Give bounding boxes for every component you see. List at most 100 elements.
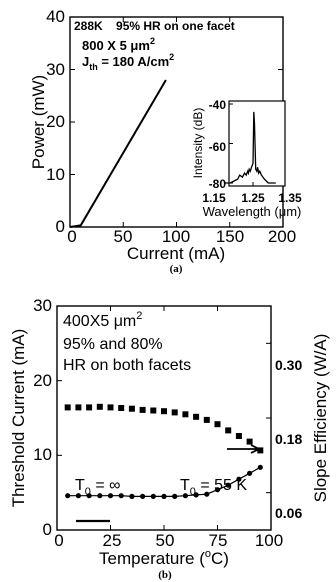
panel-b-slope-efficiency-point [214,421,221,428]
panel-a-inset-frame [228,100,286,187]
panel-b-slope-efficiency-point [64,404,71,411]
panel-b-size-sup: 2 [136,310,142,322]
panel-b-threshold-point [193,492,199,498]
panel-a-inset: -40 -60 -80 1.15 1.25 1.35 Wavelength (μ… [191,98,302,219]
panel-b-threshold-point [161,493,167,499]
panel-b-slope-efficiency-point [161,408,167,415]
panel-b-xtick-4: 100 [255,531,283,550]
panel-b-ticks [56,305,272,531]
panel-a-ytick-1: 10 [46,165,65,184]
panel-b-slope-efficiency-point [225,427,232,434]
panel-b-xtick-3: 75 [209,531,228,550]
panel-a-ytick-3: 30 [46,60,65,79]
panel-a-jth-annotation: Jth = 180 A/cm2 [82,52,174,72]
panel-a-jth-sub: th [89,62,98,72]
panel-b-ytick-2: 20 [33,371,52,390]
panel-b-y-axis-label: Threshold Current (mA) [9,329,28,508]
panel-b-threshold-point [107,493,114,499]
panel-b-t0-left-annotation: T0 = ∞ [75,477,121,498]
panel-a-header-annotation: 288K 95% HR on one facet [74,19,235,33]
panel-a-inset-ytick-1: -60 [209,140,227,154]
panel-b-size-annotation: 400X5 μm2 [63,310,142,330]
panel-b-t0-left-sub: 0 [85,486,91,498]
panel-a-xtick-3: 150 [216,227,244,246]
panel-b-threshold-point [225,482,231,488]
panel-a-jth-value: = 180 A/cm [98,54,169,69]
panel-b-threshold-point [172,493,178,499]
panel-a-caption: (a) [170,263,183,275]
panel-a-xtick-1: 50 [114,227,133,246]
panel-b-threshold-series [65,464,263,499]
panel-a-inset-y-axis-label: Intensity (dB) [191,108,205,179]
panel-b-threshold-point [247,470,253,476]
panel-b-slope-efficiency-point [139,406,146,413]
panel-a-xtick-4: 200 [268,227,296,246]
panel-b-threshold-point [75,493,81,499]
panel-b-slope-efficiency-point [118,405,125,411]
panel-b-t0-left-value: = ∞ [91,477,121,494]
panel-b-threshold-point [204,491,210,497]
panel-a-ytick-0: 0 [56,217,65,236]
panel-b-threshold-point [129,493,135,499]
panel-a-inset-ytick-0: -40 [209,98,227,112]
panel-a-y-axis-label: Power (mW) [29,75,48,169]
panel-a-jth-main: J [82,54,89,69]
panel-b-threshold-point [118,493,124,499]
panel-a-ytick-2: 20 [46,112,65,131]
panel-b-x-axis-label-main: Temperature ( [99,549,205,568]
panel-b-threshold-point [182,493,188,499]
panel-b-ytick-3: 30 [33,296,52,315]
panel-b-facets-annotation-2: HR on both facets [63,357,191,374]
panel-b-threshold-point [150,493,156,499]
panel-a-size-annotation: 800 X 5 μm2 [82,36,155,53]
panel-a-size-text: 800 X 5 μm [82,38,150,53]
panel-a-jth-sup: 2 [169,52,174,62]
panel-b-threshold-point [214,487,221,493]
panel-b-caption: (b) [158,569,172,581]
panel-b-slope-efficiency-point [107,404,114,411]
panel-b-y2tick-0: 0.06 [275,505,302,521]
panel-b-threshold-point [86,493,92,499]
panel-a-inset-spectrum [224,111,276,184]
panel-b-threshold-point [65,493,71,499]
panel-b-x-axis-label-degree: o [205,548,211,560]
panel-b-ytick-0: 0 [43,520,52,539]
panel-b-xtick-2: 50 [156,531,175,550]
panel-a-ytick-4: 40 [46,7,65,26]
panel-a-inset-xtick-2: 1.35 [278,191,302,205]
panel-b-x-axis-label: Temperature (oC) [99,548,229,568]
panel-b-threshold-point [257,464,263,470]
panel-a-inset-ytick-2: -80 [209,177,227,191]
panel-a-inset-x-axis-label: Wavelength (μm) [203,204,302,219]
panel-b-t0-left-main: T [75,477,85,494]
panel-b-slope-efficiency-point [203,416,210,423]
panel-b-slope-efficiency-series [64,403,264,454]
panel-b-t0-right-main: T [180,477,190,494]
panel-b-slope-efficiency-point [193,413,200,420]
panel-b: 0 10 20 30 0.06 0.18 0.30 0 25 50 75 100… [9,296,330,581]
panel-b-y2-axis-label: Slope Efficiency (W/A) [311,334,330,503]
panel-b-threshold-point [97,493,103,499]
panel-b-y2tick-2: 0.30 [275,357,302,373]
panel-a: 0 10 20 30 40 0 50 100 150 200 Current (… [29,7,302,275]
panel-b-slope-efficiency-point [257,447,264,454]
panel-a-xtick-0: 0 [67,227,76,246]
panel-b-threshold-point [140,493,146,499]
panel-b-threshold-point [236,476,242,482]
panel-b-slope-efficiency-point [128,405,135,412]
panel-b-slope-efficiency-point [150,407,157,414]
panel-a-xtick-2: 100 [162,227,190,246]
panel-b-slope-efficiency-point [235,433,242,439]
panel-b-slope-efficiency-point [96,403,103,410]
panel-a-power-current-line [69,79,167,228]
panel-b-slope-efficiency-point [182,411,189,418]
panel-b-xtick-1: 25 [103,531,122,550]
panel-b-slope-efficiency-point [86,404,93,411]
panel-b-xtick-0: 0 [54,531,63,550]
panel-a-inset-xtick-1: 1.25 [241,191,265,205]
panel-b-t0-right-sub: 0 [190,486,196,498]
panel-b-right-axis-arrow [227,444,262,454]
panel-b-x-axis-label-end: C) [211,549,229,568]
panel-b-facets-annotation-1: 95% and 80% [63,336,163,353]
panel-b-slope-efficiency-point [171,409,178,416]
